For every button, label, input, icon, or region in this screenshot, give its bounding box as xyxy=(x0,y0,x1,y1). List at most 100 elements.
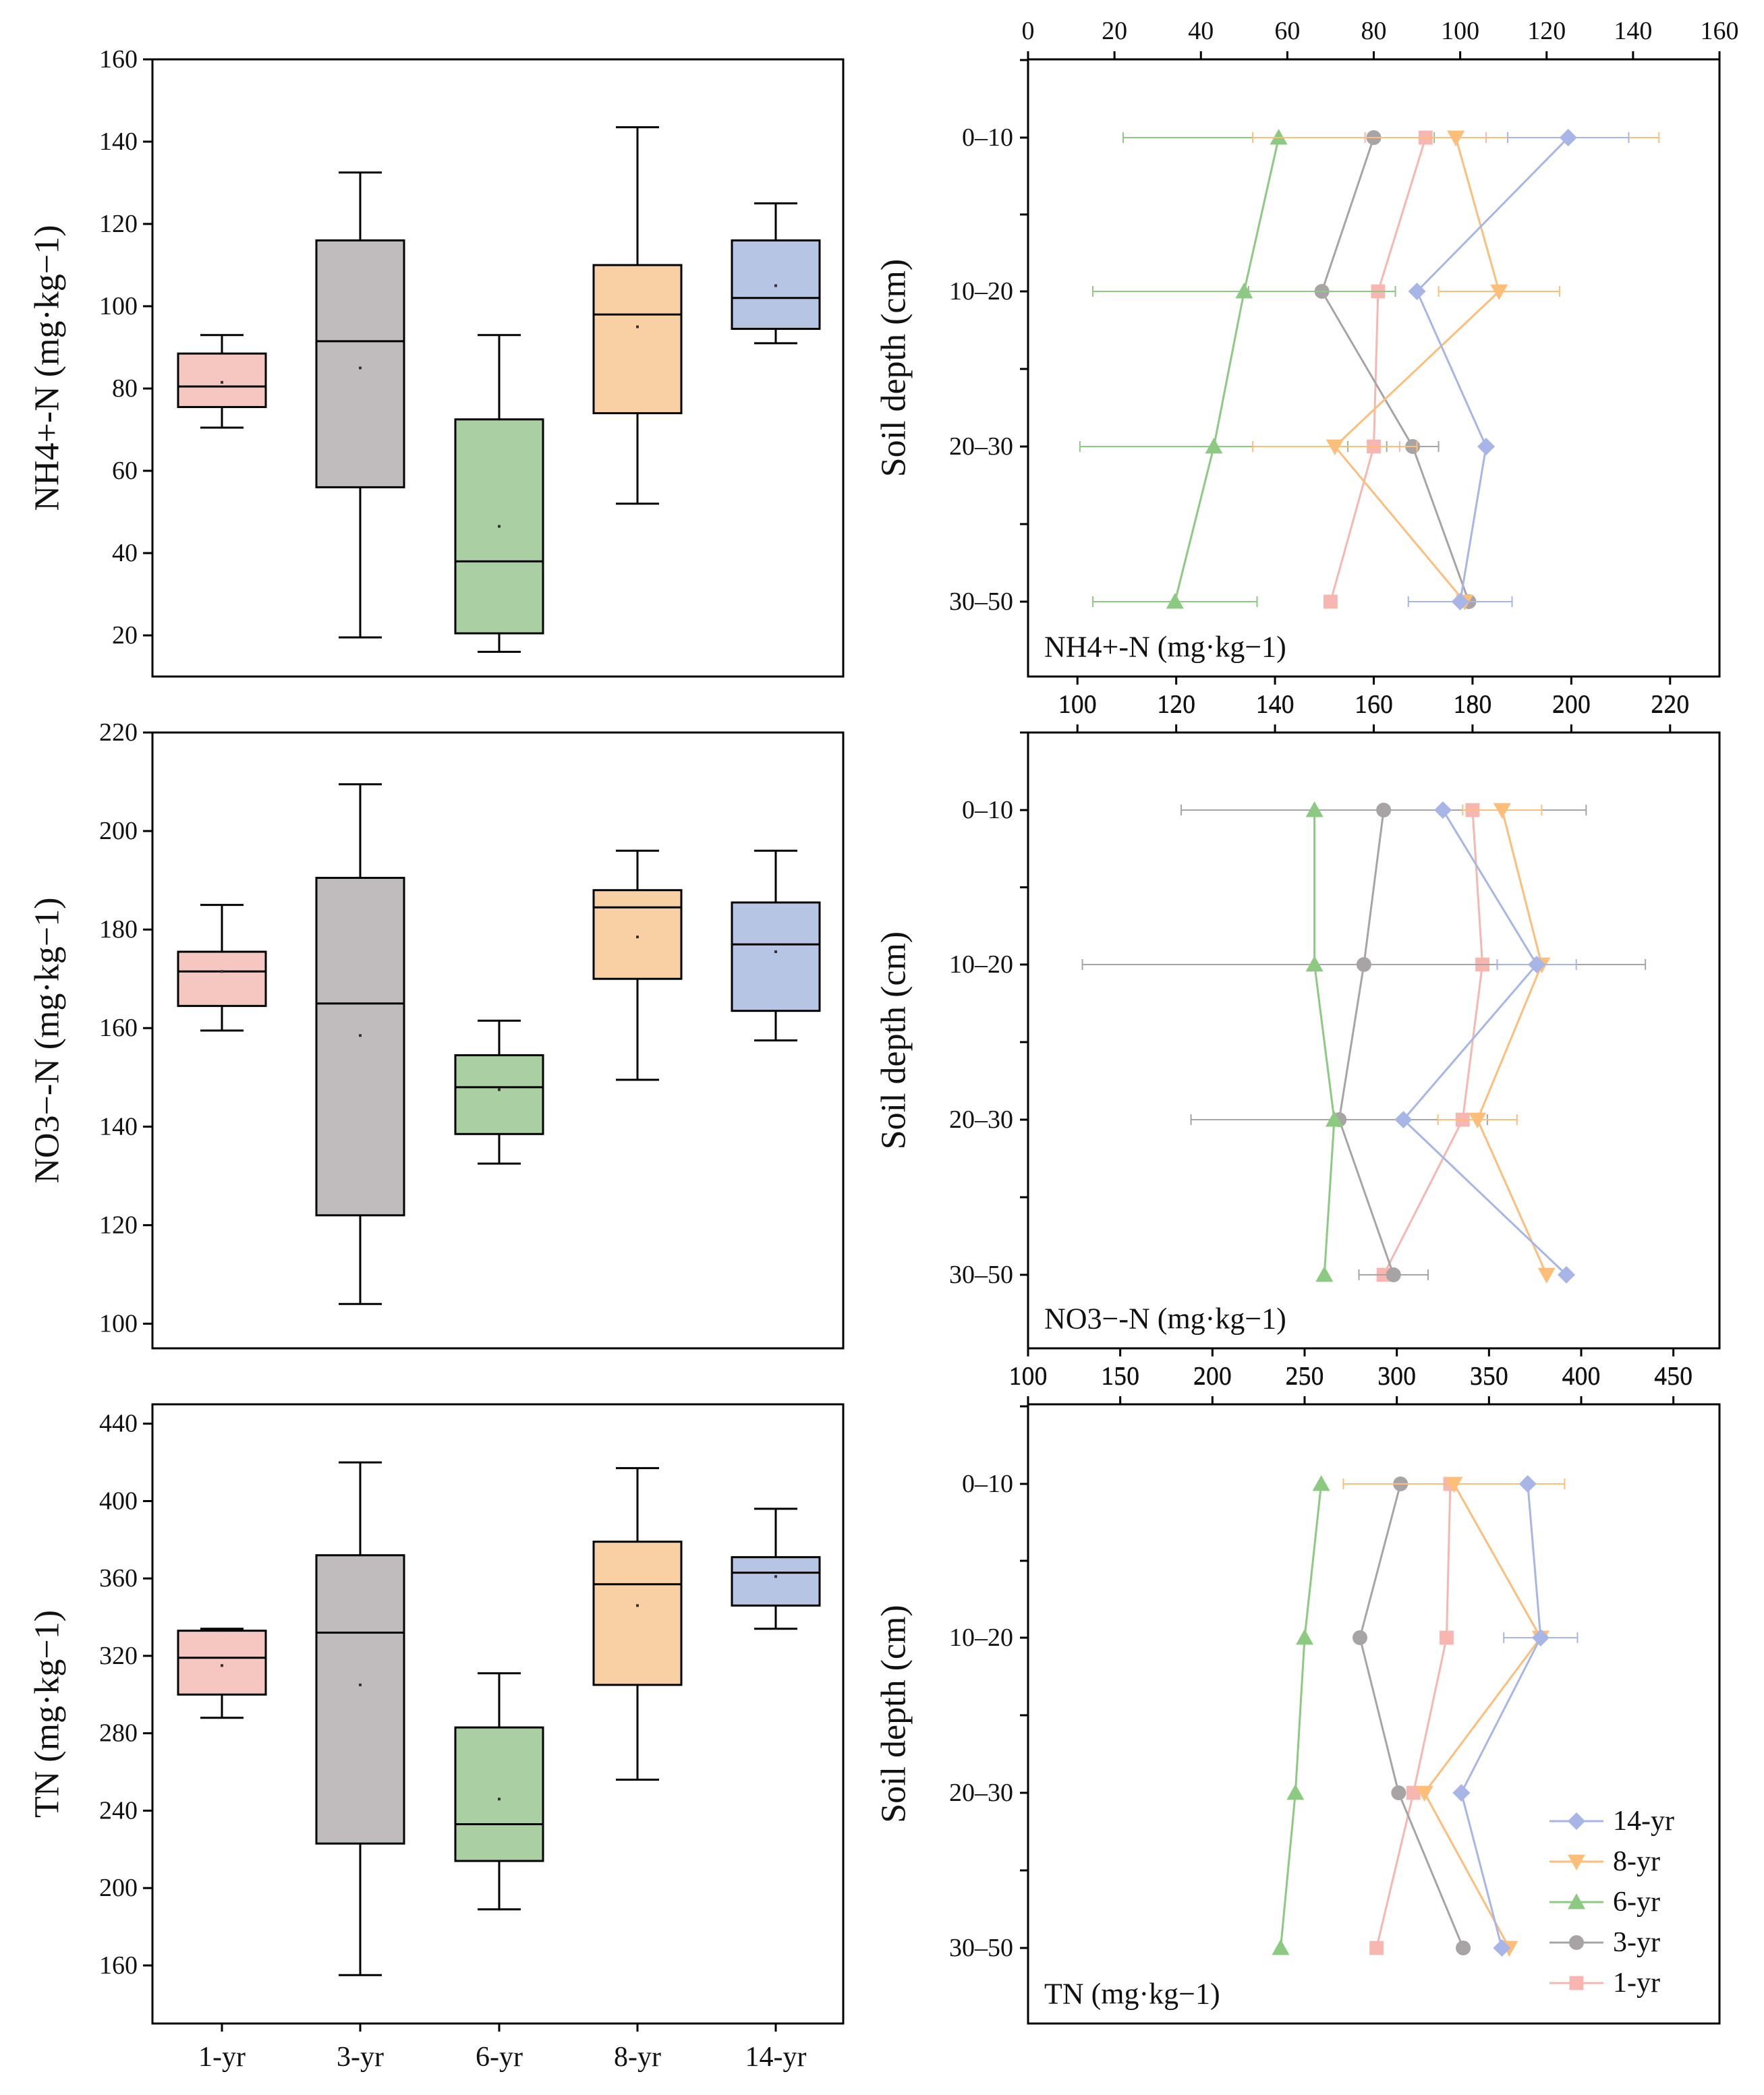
y-tick-label: 100 xyxy=(99,292,138,320)
depth-plot-depth-no3: 0–10 10–20 20–30 30–50 Soil depth (cm) 100 120… xyxy=(875,690,1721,1391)
marker-3-yr xyxy=(1386,1267,1401,1282)
marker-14-yr xyxy=(1518,1475,1537,1493)
x-tick-label: 300 xyxy=(1377,1362,1416,1390)
y-tick-label: 120 xyxy=(99,210,138,238)
marker-6-yr xyxy=(1272,1939,1290,1955)
depth-plot-depth-tn: 0–10 10–20 20–30 30–50 Soil depth (cm) 100 150… xyxy=(875,1362,1721,2025)
series-3-yr xyxy=(1081,803,1647,1282)
box-3-yr xyxy=(315,171,405,639)
y-axis-label: NH4+-N (mg·kg−1) xyxy=(28,225,67,511)
box-body xyxy=(315,876,405,1217)
box-body xyxy=(731,1556,821,1607)
y-tick-label: 10–20 xyxy=(949,1624,1013,1652)
x-tick-label: 400 xyxy=(1562,1362,1601,1390)
y-axis-label: TN (mg·kg−1) xyxy=(28,1610,67,1818)
y-tick-label: 200 xyxy=(99,1874,138,1902)
y-tick-label: 100 xyxy=(99,1309,138,1338)
x-tick-label: 100 xyxy=(1058,690,1097,718)
series-8-yr xyxy=(1342,1476,1566,1957)
series-1-yr xyxy=(1369,1476,1458,1955)
mean-marker xyxy=(636,1604,639,1607)
mean-marker xyxy=(221,1664,223,1667)
marker-3-yr xyxy=(1391,1785,1406,1800)
series-line xyxy=(1359,1483,1464,1949)
x-tick-label: 100 xyxy=(1441,17,1479,45)
legend-item-3-yr: 3-yr xyxy=(1549,1927,1660,1958)
x-tick-label: 220 xyxy=(1651,691,1689,719)
plot-frame xyxy=(1027,731,1721,1350)
y-tick-label: 140 xyxy=(99,1112,138,1141)
y-tick-label: 20–30 xyxy=(949,1779,1013,1807)
marker-6-yr xyxy=(1305,956,1324,972)
y-tick-label: 20–30 xyxy=(949,1106,1013,1134)
box-body xyxy=(177,950,267,1007)
x-tick-label: 14-yr xyxy=(745,2042,807,2073)
series-line xyxy=(1415,136,1569,602)
mean-marker xyxy=(774,950,777,954)
y-axis-label: Soil depth (cm) xyxy=(875,1605,913,1823)
x-tick-label: 180 xyxy=(1453,690,1491,718)
plot-frame xyxy=(151,1403,845,2025)
marker-6-yr xyxy=(1315,1266,1334,1282)
legend-item-1-yr: 1-yr xyxy=(1549,1968,1660,1999)
boxplot-box-tn: 160 200 240 280 320 360 400 440 TN (mg·kg−1) 1-yr… xyxy=(28,1403,845,2073)
x-tick-label: 120 xyxy=(1527,17,1566,45)
x-tick-label: 200 xyxy=(1552,691,1591,719)
series-14-yr xyxy=(1394,801,1577,1284)
marker-8-yr xyxy=(1445,1476,1463,1493)
x-tick-label: 450 xyxy=(1654,1362,1692,1390)
series-6-yr xyxy=(1305,801,1343,1282)
mean-marker xyxy=(774,1575,777,1578)
legend-marker xyxy=(1569,1976,1584,1990)
mean-marker xyxy=(359,1683,362,1686)
marker-1-yr xyxy=(1324,594,1338,609)
marker-14-yr xyxy=(1559,129,1577,146)
x-tick-label: 40 xyxy=(1188,17,1214,45)
x-tick-label: 20 xyxy=(1102,17,1127,45)
y-tick-label: 360 xyxy=(99,1564,138,1592)
box-body xyxy=(592,1541,683,1686)
marker-14-yr xyxy=(1394,1111,1413,1128)
box-body xyxy=(454,1054,544,1135)
x-tick-label: 400 xyxy=(1562,1362,1601,1391)
box-6-yr xyxy=(454,1672,544,1911)
y-tick-label: 220 xyxy=(99,718,138,747)
axis-caption: TN (mg·kg−1) xyxy=(1044,1978,1220,2011)
box-8-yr xyxy=(592,126,683,505)
y-tick-label: 80 xyxy=(112,374,138,403)
marker-8-yr xyxy=(1326,439,1344,455)
y-tick-label: 240 xyxy=(99,1796,138,1825)
x-tick-label: 0 xyxy=(1022,17,1035,45)
marker-8-yr xyxy=(1493,803,1511,819)
axis-caption: NH4+-N (mg·kg−1) xyxy=(1044,631,1286,664)
x-tick-label: 140 xyxy=(1256,691,1294,719)
series-line xyxy=(1402,809,1568,1276)
marker-14-yr xyxy=(1528,956,1546,973)
marker-1-yr xyxy=(1406,1785,1421,1800)
x-tick-label: 450 xyxy=(1654,1362,1692,1391)
y-tick-label: 10–20 xyxy=(949,950,1013,979)
marker-6-yr xyxy=(1325,1111,1343,1127)
series-line xyxy=(1375,1483,1452,1949)
marker-14-yr xyxy=(1408,283,1426,300)
marker-6-yr xyxy=(1166,593,1184,609)
x-tick-label: 150 xyxy=(1101,1362,1139,1390)
y-tick-label: 0–10 xyxy=(962,1470,1013,1498)
y-tick-label: 30–50 xyxy=(949,1261,1013,1289)
x-tick-label: 350 xyxy=(1470,1362,1508,1391)
x-tick-label: 300 xyxy=(1377,1362,1416,1391)
x-tick-label: 140 xyxy=(1614,17,1652,45)
box-3-yr xyxy=(315,1461,405,1976)
plot-frame xyxy=(151,58,845,678)
y-tick-label: 160 xyxy=(99,1014,138,1042)
series-line xyxy=(1333,137,1500,602)
y-tick-label: 160 xyxy=(99,45,138,74)
marker-3-yr xyxy=(1353,1630,1367,1645)
y-tick-label: 30–50 xyxy=(949,1934,1013,1962)
y-tick-label: 60 xyxy=(112,457,138,485)
legend-label: 8-yr xyxy=(1613,1846,1660,1877)
box-1-yr xyxy=(177,334,267,429)
x-tick-label: 180 xyxy=(1453,691,1491,719)
marker-6-yr xyxy=(1286,1784,1305,1800)
x-tick-label: 350 xyxy=(1470,1362,1508,1390)
